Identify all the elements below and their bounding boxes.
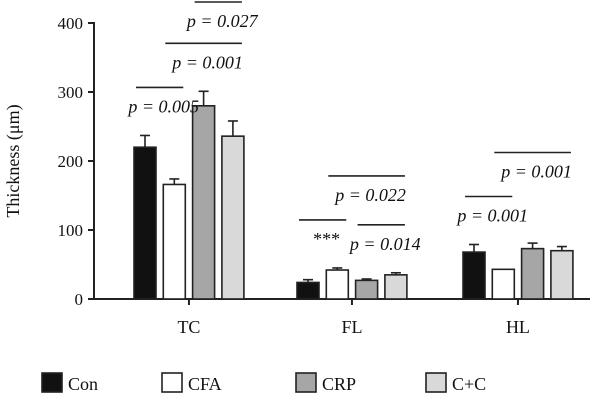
bar-cfa-fl <box>325 269 350 300</box>
significance-label: p = 0.001 <box>499 161 572 181</box>
x-tick-label: FL <box>341 317 362 337</box>
y-axis-label: Thickness (μm) <box>3 104 24 217</box>
significance-label: p = 0.001 <box>170 52 243 72</box>
legend-swatch-crp <box>295 372 317 393</box>
significance-label: p = 0.014 <box>348 234 421 254</box>
bar-con-fl <box>296 281 320 300</box>
legend-swatch-con <box>41 372 63 393</box>
x-tick-label: TC <box>177 317 200 337</box>
y-tick-label: 200 <box>58 152 84 171</box>
y-tick-label: 100 <box>58 221 84 240</box>
bar-cfa-tc <box>162 183 187 300</box>
bar-c-c-fl <box>384 274 408 300</box>
legend-label: Con <box>68 374 98 394</box>
legend-swatch-c-c <box>425 372 447 393</box>
bar-con-hl <box>462 251 486 300</box>
significance-label: p = 0.001 <box>455 205 528 225</box>
bar-c-c-tc <box>221 135 245 300</box>
bar-crp-tc <box>191 105 216 300</box>
legend-swatch-cfa <box>161 372 183 393</box>
bar-cfa-hl <box>491 268 516 300</box>
bar-c-c-hl <box>550 249 574 300</box>
legend-label: C+C <box>452 374 486 394</box>
bar-con-tc <box>133 146 157 300</box>
y-tick-label: 0 <box>75 290 84 309</box>
bar-crp-hl <box>520 247 545 300</box>
significance-label: *** <box>313 229 340 249</box>
y-tick-label: 400 <box>58 14 84 33</box>
significance-label: p = 0.022 <box>333 185 406 205</box>
legend-label: CRP <box>322 374 356 394</box>
y-tick-label: 300 <box>58 83 84 102</box>
x-tick-label: HL <box>506 317 530 337</box>
significance-label: p = 0.005 <box>126 96 199 116</box>
legend-label: CFA <box>188 374 222 394</box>
bar-crp-fl <box>354 279 379 300</box>
significance-label: p = 0.027 <box>185 11 259 31</box>
